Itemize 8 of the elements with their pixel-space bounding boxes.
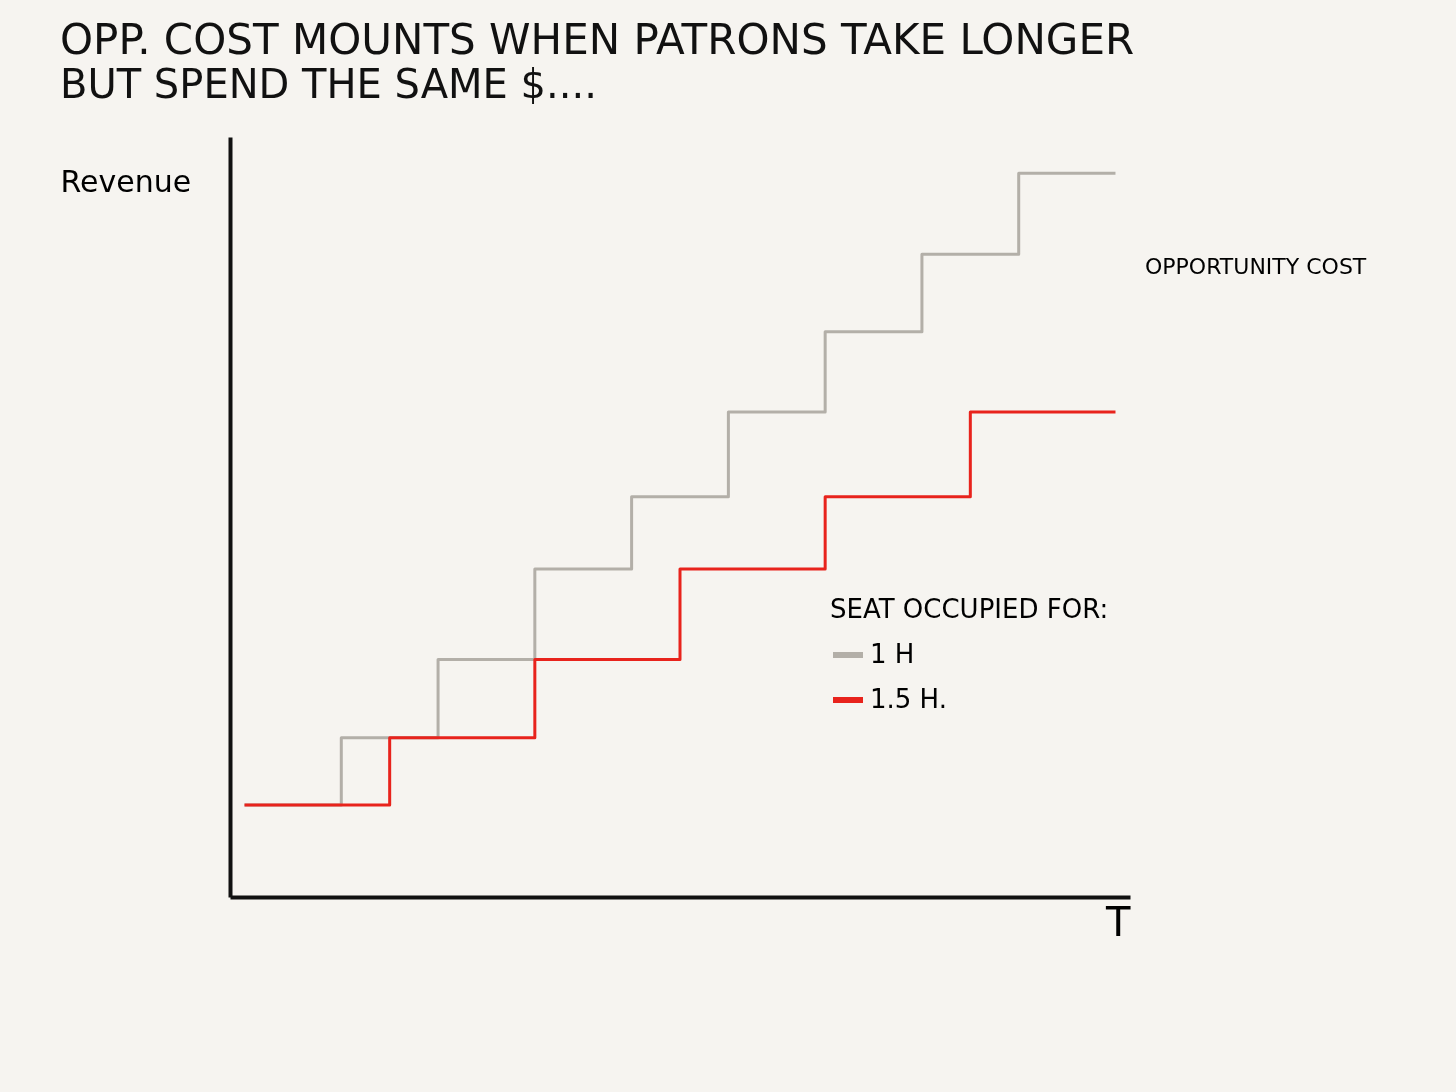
legend-label: 1.5 H. [870,684,947,714]
x-axis-title: T [1105,898,1132,945]
text: OPPORTUNITY COST [1145,254,1367,279]
legend-title: SEAT OCCUPIED FOR: [830,594,1109,624]
legend-label: 1 H [870,639,915,669]
y-axis-title: Revenue [60,163,192,199]
chart-title: OPP. COST MOUNTS WHEN PATRONS TAKE LONGER [60,15,1135,64]
chart-subtitle: BUT SPEND THE SAME $.... [60,61,597,107]
